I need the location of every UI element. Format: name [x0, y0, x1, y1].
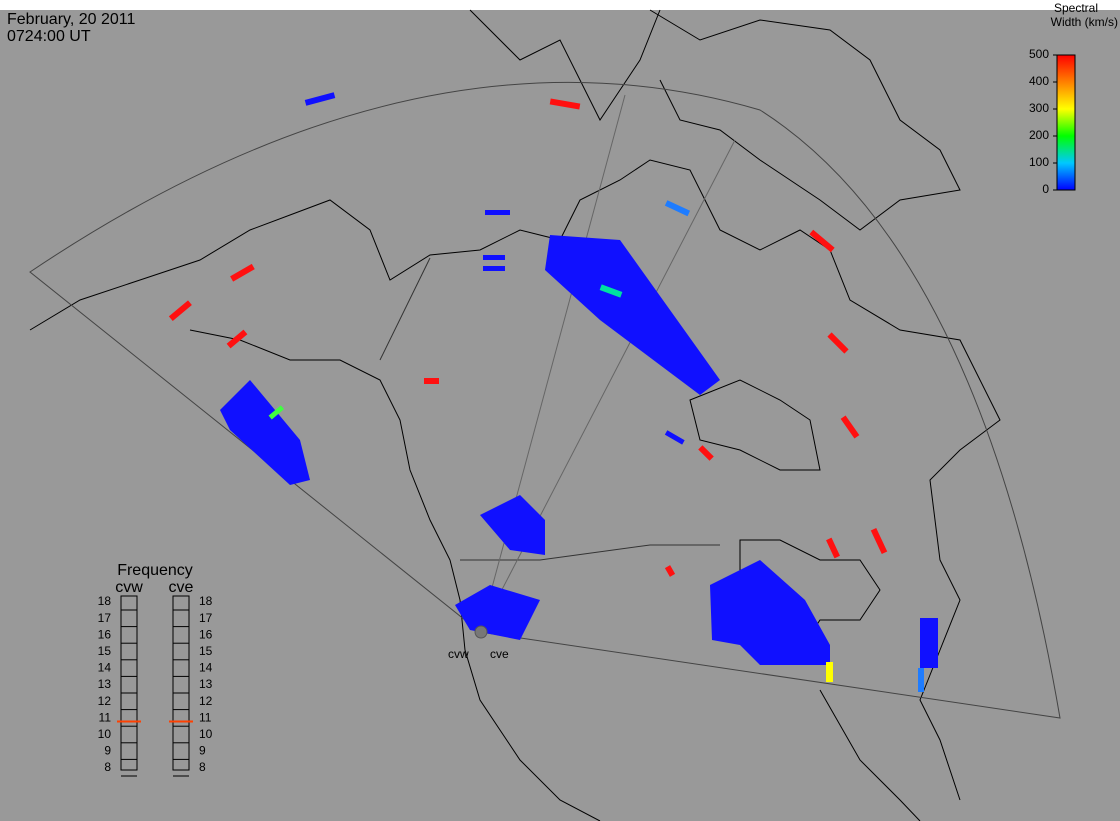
map-background [0, 10, 1120, 821]
fov-outline [29, 81, 1061, 719]
frequency-tick-label: 9 [199, 744, 206, 758]
frequency-tick-label: 12 [98, 694, 112, 708]
colorbar-title: Spectral [1054, 1, 1098, 15]
echo-cell [664, 565, 676, 577]
echo-cell [304, 92, 336, 106]
colorbar-tick-label: 500 [1029, 47, 1049, 61]
site-label: cvw [448, 647, 469, 661]
frequency-tick-label: 17 [199, 611, 213, 625]
echo-cell [698, 445, 714, 461]
echo-cell [220, 380, 310, 485]
frequency-tick-label: 13 [98, 677, 112, 691]
frequency-tick-label: 16 [98, 627, 112, 641]
border-us-canada [460, 544, 720, 561]
colorbar [1056, 54, 1076, 191]
frequency-title: Frequency [117, 562, 193, 579]
frequency-tick-label: 15 [98, 644, 112, 658]
frequency-box [172, 595, 190, 771]
echo-cell [545, 235, 720, 395]
echo-cell [870, 527, 888, 555]
echo-cell [826, 537, 840, 559]
echo-cell [599, 284, 623, 298]
frequency-tick-label: 14 [199, 661, 213, 675]
echo-cell [424, 378, 439, 384]
echo-cell [664, 200, 691, 217]
radar-site [474, 625, 488, 639]
echo-cell [168, 300, 192, 322]
coastlines [29, 9, 1001, 821]
frequency-box [120, 595, 138, 771]
frequency-tick-label: 9 [104, 744, 111, 758]
frequency-radar: cvw [115, 579, 143, 596]
echo-cell [826, 662, 833, 682]
coast-gulf [819, 689, 921, 821]
echo-cell [485, 210, 510, 215]
frequency-tick-label: 8 [104, 760, 111, 774]
echo-cell [710, 560, 830, 665]
echo-cell [549, 98, 581, 110]
coast-north-america [29, 159, 1001, 801]
colorbar-tick-label: 300 [1029, 101, 1049, 115]
frequency-tick-label: 16 [199, 627, 213, 641]
colorbar-title: Width (km/s) [1051, 15, 1118, 29]
echo-cell [268, 405, 285, 420]
frequency-tick-label: 8 [199, 760, 206, 774]
border-alaska [379, 257, 431, 361]
echo-cell [226, 329, 248, 349]
echo-cell [809, 229, 835, 253]
frequency-tick-label: 18 [199, 594, 213, 608]
frequency-tick-label: 14 [98, 661, 112, 675]
colorbar-tick-label: 0 [1042, 182, 1049, 196]
echoes [168, 92, 938, 692]
frequency-tick-label: 10 [98, 727, 112, 741]
colorbar-tick-label: 100 [1029, 155, 1049, 169]
echo-cell [230, 263, 255, 282]
frequency-tick-label: 10 [199, 727, 213, 741]
frequency-radar: cve [169, 579, 194, 596]
colorbar-tick-label: 400 [1029, 74, 1049, 88]
echo-cell [840, 415, 860, 439]
echo-cell [455, 585, 540, 640]
frequency-tick-label: 12 [199, 694, 213, 708]
frequency-tick-label: 18 [98, 594, 112, 608]
frequency-tick-label: 11 [199, 710, 212, 724]
echo-cell [918, 668, 924, 692]
site-label: cve [490, 647, 509, 661]
frequency-tick-label: 13 [199, 677, 213, 691]
hudson-bay [689, 379, 821, 471]
echo-cell [483, 255, 505, 260]
borders [379, 257, 720, 561]
coast-arctic [469, 9, 961, 231]
coast-west [189, 329, 601, 821]
frequency-tick-label: 17 [98, 611, 112, 625]
frequency-tick-label: 15 [199, 644, 213, 658]
echo-cell [920, 618, 938, 668]
echo-cell [664, 430, 685, 445]
echo-cell [827, 332, 849, 354]
colorbar-tick-label: 200 [1029, 128, 1049, 142]
echo-cell [483, 266, 505, 271]
echo-cell [480, 495, 545, 555]
frequency-tick-label: 11 [99, 710, 112, 724]
date: February, 20 2011 [7, 11, 135, 28]
time: 0724:00 UT [7, 28, 91, 45]
